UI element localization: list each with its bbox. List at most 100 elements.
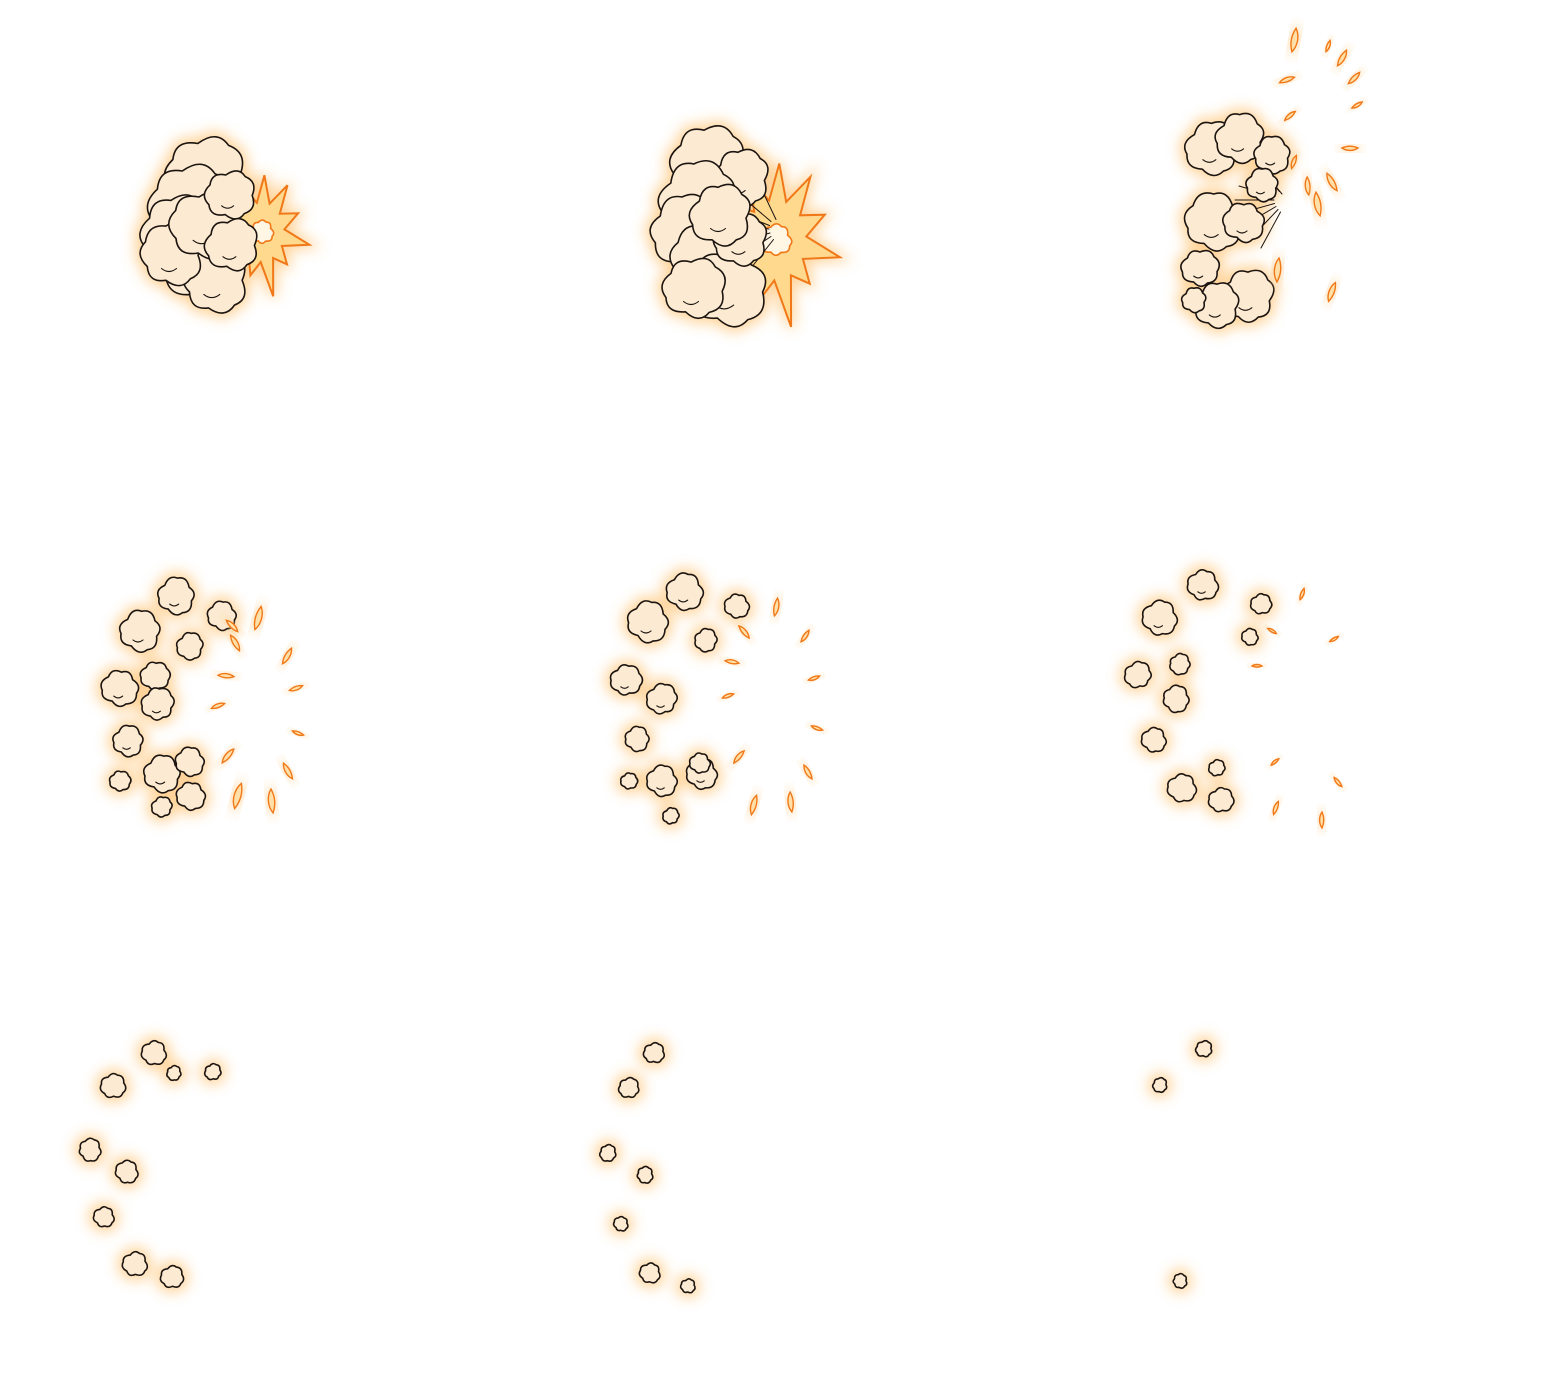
flame-spark-icon (232, 782, 243, 810)
smoke-puff-icon (661, 257, 726, 320)
smoke-puff-icon (624, 725, 650, 753)
smoke-puff-icon (140, 687, 175, 721)
smoke-puff-icon (203, 217, 258, 272)
smoke-puff-icon (1166, 772, 1198, 803)
smoke-puff-icon (175, 631, 204, 661)
smoke-puff-icon (662, 806, 680, 825)
smoke-curl (1265, 162, 1276, 166)
flame-spark-icon (1272, 800, 1280, 816)
flame-spark-icon (1318, 810, 1325, 830)
smoke-puff-icon (626, 600, 670, 644)
smoke-puff-icon (617, 1076, 640, 1099)
smoke-puff-icon (121, 1250, 149, 1277)
smoke-curl (155, 781, 166, 785)
flame-spark-icon (810, 725, 825, 732)
smoke-curl (169, 603, 180, 607)
smoke-puff-icon (1180, 286, 1207, 314)
sprite-frame-8 (516, 932, 1032, 1398)
sprite-frame-canvas (74, 1035, 226, 1293)
flame-spark-icon (800, 629, 810, 643)
smoke-curl (1255, 191, 1265, 195)
smoke-puff-icon (688, 183, 751, 247)
smoke-curl (696, 780, 705, 783)
smoke-puff-icon (1207, 758, 1226, 777)
sprite-frame-6 (1032, 466, 1548, 932)
sprite-frame-canvas (1147, 1035, 1217, 1294)
flame-spark-icon (1325, 38, 1332, 53)
smoke-puff-icon (150, 796, 173, 818)
smoke-puff-icon (174, 746, 206, 778)
smoke-puff-icon (609, 664, 644, 696)
smoke-puff-icon (1253, 135, 1291, 175)
smoke-puff-icon (1240, 627, 1259, 646)
flame-spark-icon (1283, 110, 1297, 122)
smoke-puff-icon (636, 1165, 654, 1184)
sprite-frame-5 (516, 466, 1032, 932)
sprite-frame-1 (0, 0, 516, 466)
smoke-puff-icon (612, 1215, 629, 1232)
smoke-puff-icon (723, 593, 751, 619)
smoke-puff-icon (1140, 726, 1168, 753)
flame-spark-icon (281, 646, 293, 665)
smoke-puff-icon (1162, 684, 1190, 714)
flame-spark-icon (291, 730, 306, 737)
smoke-puff-icon (203, 170, 255, 220)
smoke-curl (132, 639, 144, 643)
smoke-puff-icon (1141, 599, 1179, 636)
smoke-curl (1203, 234, 1219, 238)
smoke-puff-icon (175, 781, 207, 812)
smoke-curl (203, 293, 221, 299)
smoke-curl (1238, 307, 1253, 311)
flame-spark-icon (221, 748, 235, 765)
flame-spark-icon (253, 604, 263, 631)
sprite-frame-3 (1032, 0, 1548, 466)
smoke-curl (222, 256, 237, 260)
smoke-puff-icon (1207, 786, 1235, 813)
sprite-frame-canvas (1119, 564, 1345, 833)
smoke-puff-icon (1186, 569, 1220, 601)
smoke-puff-icon (99, 1072, 127, 1099)
flame-spark-icon (806, 675, 821, 682)
flame-spark-icon (1340, 145, 1360, 152)
flame-spark-icon (267, 787, 276, 815)
flame-spark-icon (1350, 101, 1364, 109)
smoke-puff-icon (679, 1278, 696, 1294)
smoke-curl (731, 251, 746, 255)
smoke-curl (620, 686, 629, 689)
smoke-puff-icon (1151, 1076, 1168, 1094)
flame-spark-icon (787, 790, 795, 814)
smoke-curl (1231, 148, 1245, 152)
glow-layer (74, 1035, 226, 1293)
smoke-curl (640, 630, 652, 634)
sprite-frame-2 (516, 0, 1032, 466)
smoke-curl (678, 599, 689, 603)
sprite-frame-canvas (1175, 24, 1366, 334)
flame-spark-icon (282, 761, 294, 780)
smoke-puff-icon (100, 669, 140, 708)
flame-spark-icon (1327, 281, 1337, 303)
smoke-curl (151, 710, 161, 714)
flame-spark-icon (1304, 175, 1311, 197)
sprite-frame-7 (0, 932, 516, 1398)
sprite-frame-canvas (96, 572, 308, 823)
sprite-frame-canvas (605, 568, 827, 829)
flame-spark-icon (1328, 635, 1340, 643)
flame-spark-icon (1336, 48, 1348, 67)
smoke-curl (1202, 159, 1217, 163)
flame-spark-icon (1266, 627, 1278, 635)
smoke-curl (656, 705, 665, 708)
speed-line (1260, 211, 1281, 249)
smoke-puff-icon (638, 1262, 661, 1284)
smoke-puff-icon (665, 572, 705, 612)
flame-spark-icon (225, 619, 239, 633)
smoke-puff-icon (1169, 652, 1191, 676)
flame-spark-icon (733, 749, 746, 765)
flame-spark-icon (1326, 172, 1338, 192)
smoke-puff-icon (645, 682, 679, 715)
smoke-puff-icon (1123, 660, 1152, 689)
smoke-puff-icon (112, 724, 144, 758)
flame-spark-icon (1347, 71, 1361, 85)
smoke-puff-icon (1172, 1272, 1188, 1289)
sprite-frame-9 (1032, 932, 1548, 1398)
